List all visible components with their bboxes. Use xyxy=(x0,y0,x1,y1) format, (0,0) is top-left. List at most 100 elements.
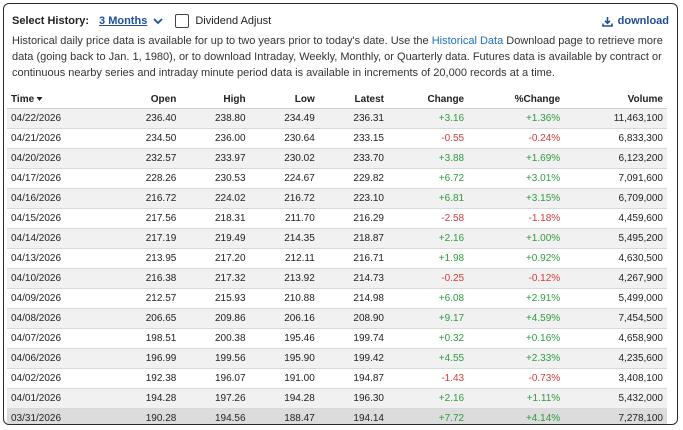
cell-latest: 194.14 xyxy=(318,408,388,424)
cell-percent-change: +1.69% xyxy=(468,148,565,169)
cell-high: 217.20 xyxy=(180,248,250,269)
column-header-low[interactable]: Low xyxy=(249,90,319,109)
cell-high: 230.53 xyxy=(180,168,250,189)
cell-latest: 216.29 xyxy=(318,208,388,229)
history-description: Historical daily price data is available… xyxy=(12,33,663,81)
cell-volume: 4,459,600 xyxy=(564,208,667,229)
cell-latest: 199.74 xyxy=(318,328,388,349)
cell-volume: 3,408,100 xyxy=(564,368,667,389)
table-row: 04/10/2026 216.38 217.32 213.92 214.73 -0.25-… xyxy=(7,268,667,289)
cell-latest: 214.98 xyxy=(318,288,388,309)
cell-open: 194.28 xyxy=(111,388,181,409)
cell-latest: 233.70 xyxy=(318,148,388,169)
cell-change: +3.16 xyxy=(388,108,469,129)
cell-percent-change: +1.00% xyxy=(468,228,565,249)
cell-volume: 7,278,100 xyxy=(564,408,667,424)
table-row: 04/21/2026 234.50 236.00 230.64 233.15 -0.55-… xyxy=(7,128,667,149)
cell-low: 212.11 xyxy=(249,248,319,269)
cell-percent-change: +4.14% xyxy=(468,408,565,424)
cell-change: +4.55 xyxy=(388,348,469,369)
cell-percent-change: +4.59% xyxy=(468,308,565,329)
history-toolbar: Select History: 3 Months Dividend Adjust… xyxy=(12,12,669,30)
cell-low: 214.35 xyxy=(249,228,319,249)
cell-volume: 6,123,200 xyxy=(564,148,667,169)
cell-time: 04/08/2026 xyxy=(7,308,112,329)
cell-change: -1.43 xyxy=(388,368,469,389)
cell-low: 191.00 xyxy=(249,368,319,389)
cell-change: +3.88 xyxy=(388,148,469,169)
cell-open: 190.28 xyxy=(111,408,181,424)
cell-open: 216.38 xyxy=(111,268,181,289)
cell-volume: 5,432,000 xyxy=(564,388,667,409)
table-row: 04/01/2026 194.28 197.26 194.28 196.30 +2.16 +… xyxy=(7,388,667,409)
cell-change: +9.17 xyxy=(388,308,469,329)
cell-open: 212.57 xyxy=(111,288,181,309)
cell-change: +6.08 xyxy=(388,288,469,309)
cell-percent-change: +2.91% xyxy=(468,288,565,309)
cell-time: 04/01/2026 xyxy=(7,388,112,409)
column-header-time[interactable]: Time xyxy=(7,90,112,109)
cell-percent-change: +0.16% xyxy=(468,328,565,349)
cell-high: 215.93 xyxy=(180,288,250,309)
cell-high: 196.07 xyxy=(180,368,250,389)
cell-change: -0.25 xyxy=(388,268,469,289)
cell-percent-change: -0.73% xyxy=(468,368,565,389)
cell-low: 213.92 xyxy=(249,268,319,289)
range-select[interactable]: 3 Months xyxy=(99,15,148,27)
cell-percent-change: +1.11% xyxy=(468,388,565,409)
table-row: 04/14/2026 217.19 219.49 214.35 218.87 +2.16 +… xyxy=(7,228,667,249)
cell-change: -0.55 xyxy=(388,128,469,149)
chevron-down-icon[interactable] xyxy=(153,16,163,26)
column-header-high[interactable]: High xyxy=(180,90,250,109)
sort-descending-icon xyxy=(36,96,43,101)
download-label[interactable]: download xyxy=(617,15,669,27)
cell-latest: 214.73 xyxy=(318,268,388,289)
cell-volume: 5,495,200 xyxy=(564,228,667,249)
cell-open: 234.50 xyxy=(111,128,181,149)
cell-open: 206.65 xyxy=(111,308,181,329)
cell-low: 195.90 xyxy=(249,348,319,369)
column-header-latest[interactable]: Latest xyxy=(318,90,388,109)
cell-time: 04/13/2026 xyxy=(7,248,112,269)
cell-high: 209.86 xyxy=(180,308,250,329)
cell-high: 194.56 xyxy=(180,408,250,424)
table-row: 04/13/2026 213.95 217.20 212.11 216.71 +1.98 +… xyxy=(7,248,667,269)
dividend-adjust-label[interactable]: Dividend Adjust xyxy=(195,15,272,27)
column-header-change[interactable]: Change xyxy=(388,90,469,109)
cell-high: 218.31 xyxy=(180,208,250,229)
cell-time: 04/09/2026 xyxy=(7,288,112,309)
cell-change: +7.72 xyxy=(388,408,469,424)
cell-time: 04/10/2026 xyxy=(7,268,112,289)
table-row: 04/09/2026 212.57 215.93 210.88 214.98 +6.08 +… xyxy=(7,288,667,309)
dividend-adjust-checkbox[interactable] xyxy=(175,14,190,28)
table-row: 04/20/2026 232.57 233.97 230.02 233.70 +3.88 +… xyxy=(7,148,667,169)
cell-high: 219.49 xyxy=(180,228,250,249)
table-row: 04/16/2026 216.72 224.02 216.72 223.10 +6.81 +… xyxy=(7,188,667,209)
historical-data-link[interactable]: Historical Data xyxy=(431,35,504,47)
cell-low: 230.02 xyxy=(249,148,319,169)
cell-low: 224.67 xyxy=(249,168,319,189)
cell-low: 195.46 xyxy=(249,328,319,349)
column-header-volume[interactable]: Volume xyxy=(564,90,667,109)
cell-low: 211.70 xyxy=(249,208,319,229)
cell-volume: 7,091,600 xyxy=(564,168,667,189)
description-text-1: Historical daily price data is available… xyxy=(12,35,432,47)
column-header-open[interactable]: Open xyxy=(111,90,181,109)
cell-latest: 199.42 xyxy=(318,348,388,369)
download-button[interactable]: download xyxy=(601,15,669,27)
cell-volume: 4,630,500 xyxy=(564,248,667,269)
cell-volume: 7,454,500 xyxy=(564,308,667,329)
historical-data-panel: Select History: 3 Months Dividend Adjust… xyxy=(3,3,678,425)
cell-volume: 11,463,100 xyxy=(564,108,667,129)
cell-open: 213.95 xyxy=(111,248,181,269)
cell-latest: 236.31 xyxy=(318,108,388,129)
table-row: 04/15/2026 217.56 218.31 211.70 216.29 -2.58-… xyxy=(7,208,667,229)
cell-percent-change: +1.36% xyxy=(468,108,565,129)
table-header-row: Time Open High Low Latest Change %Change… xyxy=(7,90,667,109)
cell-change: +2.16 xyxy=(388,228,469,249)
cell-percent-change: +3.01% xyxy=(468,168,565,189)
cell-time: 04/16/2026 xyxy=(7,188,112,209)
table-row: 04/08/2026 206.65 209.86 206.16 208.90 +9.17 +… xyxy=(7,308,667,329)
cell-high: 217.32 xyxy=(180,268,250,289)
column-header-percent-change[interactable]: %Change xyxy=(468,90,565,109)
